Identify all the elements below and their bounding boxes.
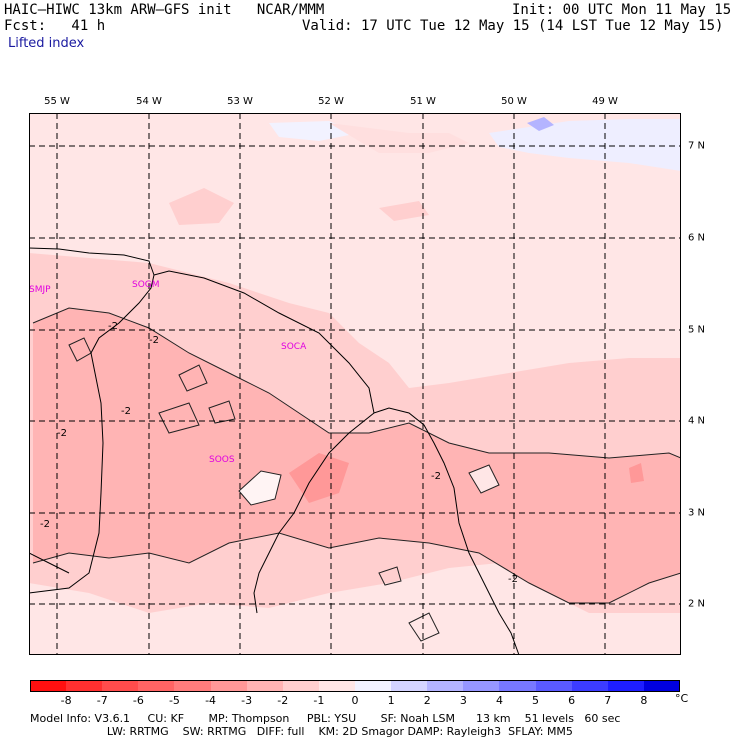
coastline <box>29 247 155 276</box>
li-minus3-patch <box>289 453 349 503</box>
station-soos: SOOS <box>209 455 235 465</box>
colorbar-tick-label: 8 <box>640 694 648 707</box>
border-suriname-french-guiana <box>253 412 375 614</box>
lon-label-54w: 54 W <box>136 96 162 107</box>
station-sogm: SOGM <box>132 280 160 290</box>
contour-line <box>408 612 440 642</box>
lon-label-50w: 50 W <box>501 96 527 107</box>
colorbar-tick-label: 6 <box>568 694 576 707</box>
colorbar-tick-label: -3 <box>241 694 253 707</box>
model-title: HAIC–HIWC 13km ARW–GFS init NCAR/MMM <box>4 2 325 18</box>
model-info-line1: Model Info: V3.6.1 CU: KF MP: Thompson P… <box>30 712 621 725</box>
li-minus3-patch <box>629 463 644 483</box>
colorbar-tick-label: 2 <box>423 694 431 707</box>
contour-label: -2 <box>57 428 67 439</box>
li-minus1-patch <box>169 188 234 225</box>
station-smjp: SMJP <box>29 285 51 295</box>
li-minus1-patch <box>379 201 429 221</box>
colorbar-swatch <box>535 680 573 692</box>
lat-label-4n: 4 N <box>688 415 706 427</box>
lat-label-5n: 5 N <box>688 324 706 336</box>
colorbar-swatch <box>391 680 428 692</box>
border-segment <box>29 552 70 574</box>
colorbar-tick-label: 3 <box>459 694 467 707</box>
lon-label-55w: 55 W <box>44 96 70 107</box>
contour-label: -2 <box>431 471 441 482</box>
coastline-and-borders <box>29 247 520 655</box>
valid-time: Valid: 17 UTC Tue 12 May 15 (14 LST Tue … <box>302 18 724 34</box>
contour-label: -2 <box>149 335 159 346</box>
lon-label-51w: 51 W <box>410 96 436 107</box>
contour-line <box>32 307 681 459</box>
colorbar-swatch <box>571 680 609 692</box>
forecast-hour: Fcst: 41 h <box>4 18 106 34</box>
colorbar-swatch <box>66 680 103 692</box>
positive-li-patch <box>489 119 681 171</box>
colorbar-swatch <box>30 680 67 692</box>
colorbar-frame <box>30 680 680 692</box>
contour-line <box>208 400 236 424</box>
model-info-line2: LW: RRTMG SW: RRTMG DIFF: full KM: 2D Sm… <box>30 725 573 738</box>
latlon-grid <box>29 113 681 655</box>
colorbar-tick-label: -1 <box>313 694 325 707</box>
contour-label: -2 <box>40 519 50 530</box>
contour-line <box>378 566 402 586</box>
colorbar-tick-label: 4 <box>495 694 503 707</box>
colorbar-swatch <box>643 680 681 692</box>
colorbar-swatch <box>174 680 212 692</box>
field-name: Lifted index <box>8 36 85 51</box>
contour-line <box>238 470 282 506</box>
colorbar-tick-label: 7 <box>604 694 612 707</box>
colorbar-swatch <box>607 680 645 692</box>
colorbar-swatch <box>102 680 139 692</box>
station-soca: SOCA <box>281 342 307 352</box>
contour-label: -2 <box>108 321 118 332</box>
colorbar-swatch <box>499 680 537 692</box>
lon-label-52w: 52 W <box>318 96 344 107</box>
init-time: Init: 00 UTC Mon 11 May 15 <box>512 2 732 18</box>
colorbar-tick-label: -2 <box>277 694 289 707</box>
colorbar-swatch <box>318 680 356 692</box>
colorbar-swatch <box>355 680 392 692</box>
colorbar-unit: °C <box>675 692 689 705</box>
colorbar-tick-label: 5 <box>532 694 540 707</box>
map-frame <box>29 113 681 655</box>
li-minus1-core <box>469 465 499 493</box>
contour-label: -2 <box>508 574 518 585</box>
colorbar-tick-label: -8 <box>60 694 72 707</box>
colorbar-swatch <box>246 680 284 692</box>
li-near-zero-core <box>239 471 281 505</box>
border-guyana-suriname <box>29 274 155 594</box>
colorbar-swatch <box>210 680 248 692</box>
colorbar-tick-label: -7 <box>96 694 108 707</box>
colorbar-swatch <box>463 680 500 692</box>
lat-label-6n: 6 N <box>688 232 706 244</box>
colorbar-swatch <box>138 680 175 692</box>
colorbar-tick-label: 1 <box>387 694 395 707</box>
lon-label-53w: 53 W <box>227 96 253 107</box>
contour-line <box>32 532 681 604</box>
contour-line <box>178 364 208 392</box>
lat-label-3n: 3 N <box>688 507 706 519</box>
colorbar-swatch <box>427 680 464 692</box>
coastline <box>153 270 520 655</box>
positive-li-core <box>527 117 554 131</box>
lat-label-2n: 2 N <box>688 598 706 610</box>
lat-label-7n: 7 N <box>688 140 706 152</box>
colorbar-tick-label: 0 <box>351 694 359 707</box>
lifted-index-map: -2 -2 -2 -2 -2 -2 -2 SMJP SOGM SOCA SOOS <box>29 113 681 655</box>
colorbar-tick-label: -4 <box>205 694 217 707</box>
contour-label: -2 <box>121 406 131 417</box>
contour-line <box>468 464 500 494</box>
colorbar-swatch <box>282 680 320 692</box>
li-minus2-region <box>33 308 681 603</box>
contour-line <box>158 402 200 434</box>
lon-label-49w: 49 W <box>592 96 618 107</box>
colorbar-tick-label: -6 <box>132 694 144 707</box>
colorbar-tick-label: -5 <box>168 694 180 707</box>
